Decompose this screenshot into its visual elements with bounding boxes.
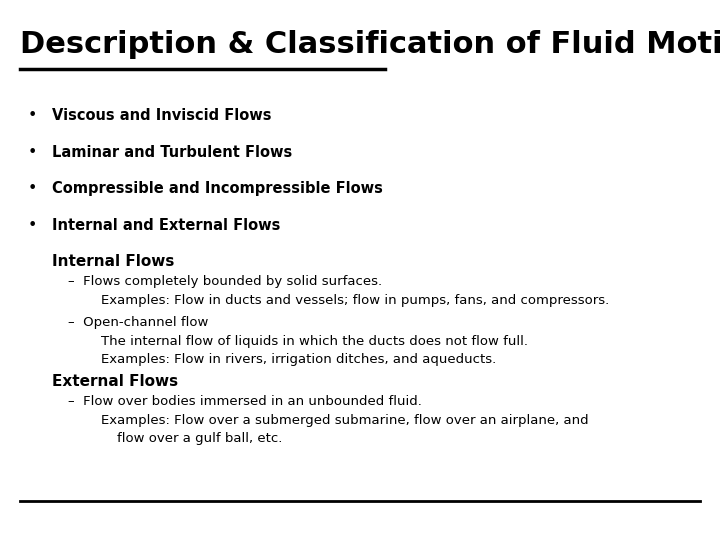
Text: •: • — [27, 108, 37, 123]
Text: Description & Classification of Fluid Motions: Description & Classification of Fluid Mo… — [20, 30, 720, 59]
Text: The internal flow of liquids in which the ducts does not flow full.: The internal flow of liquids in which th… — [101, 335, 528, 348]
Text: •: • — [27, 181, 37, 197]
Text: Examples: Flow in ducts and vessels; flow in pumps, fans, and compressors.: Examples: Flow in ducts and vessels; flo… — [101, 294, 609, 307]
Text: Compressible and Incompressible Flows: Compressible and Incompressible Flows — [52, 181, 383, 197]
Text: –  Flows completely bounded by solid surfaces.: – Flows completely bounded by solid surf… — [68, 275, 382, 288]
Text: •: • — [27, 218, 37, 233]
Text: –  Open-channel flow: – Open-channel flow — [68, 316, 209, 329]
Text: flow over a gulf ball, etc.: flow over a gulf ball, etc. — [117, 432, 283, 445]
Text: –  Flow over bodies immersed in an unbounded fluid.: – Flow over bodies immersed in an unboun… — [68, 395, 422, 408]
Text: External Flows: External Flows — [52, 374, 178, 389]
Text: Examples: Flow in rivers, irrigation ditches, and aqueducts.: Examples: Flow in rivers, irrigation dit… — [101, 353, 496, 366]
Text: Internal Flows: Internal Flows — [52, 254, 174, 269]
Text: Laminar and Turbulent Flows: Laminar and Turbulent Flows — [52, 145, 292, 160]
Text: Internal and External Flows: Internal and External Flows — [52, 218, 280, 233]
Text: Examples: Flow over a submerged submarine, flow over an airplane, and: Examples: Flow over a submerged submarin… — [101, 414, 588, 427]
Text: •: • — [27, 145, 37, 160]
Text: Viscous and Inviscid Flows: Viscous and Inviscid Flows — [52, 108, 271, 123]
